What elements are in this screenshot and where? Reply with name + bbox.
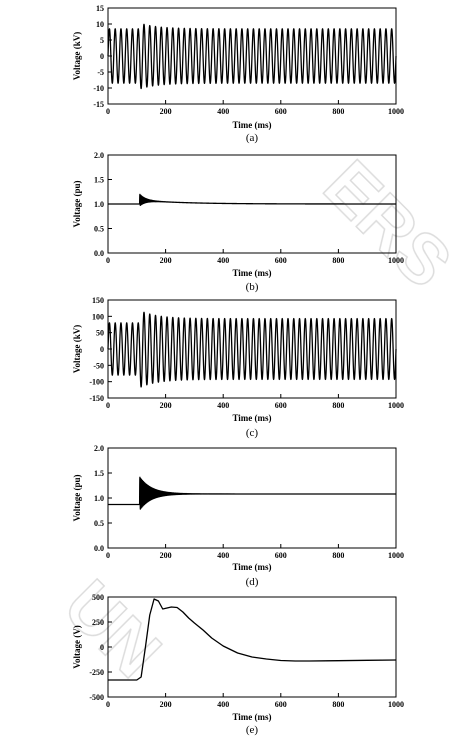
y-axis-label: Voltage (kV) (72, 325, 82, 373)
y-tick-label: 1.0 (94, 200, 104, 209)
series-line (107, 476, 397, 510)
x-tick-label: 200 (160, 107, 172, 116)
y-tick-label: 1.0 (94, 494, 104, 503)
series-line (107, 23, 397, 90)
y-tick-label: 15 (96, 4, 104, 13)
x-tick-label: 0 (106, 700, 110, 709)
panel-caption: (a) (246, 132, 259, 144)
y-tick-label: 150 (92, 296, 104, 305)
y-tick-label: 5 (100, 36, 104, 45)
panel-caption: (c) (246, 427, 259, 439)
x-tick-label: 0 (106, 256, 110, 265)
y-tick-label: 0.0 (94, 544, 104, 553)
x-tick-label: 600 (275, 107, 287, 116)
watermark-left: UN (49, 565, 176, 692)
watermark-right: ERS (309, 145, 466, 302)
x-tick-label: 800 (332, 107, 344, 116)
series-line (108, 598, 397, 681)
chart-a: 0 200 400 600 800 1000 -15 -10 -5 0 5 10 15 Time (ms)… (72, 4, 404, 144)
y-tick-label: -5 (97, 68, 104, 77)
series-line (107, 193, 397, 207)
x-tick-label: 0 (106, 107, 110, 116)
series-line (107, 311, 397, 388)
x-tick-label: 1000 (388, 700, 404, 709)
x-tick-label: 400 (217, 107, 229, 116)
y-tick-label: 250 (92, 618, 104, 627)
y-axis-label: Voltage (pu) (72, 475, 82, 522)
x-tick-label: 400 (217, 700, 229, 709)
y-axis-label: Voltage (kV) (72, 32, 82, 80)
y-tick-label: 100 (92, 312, 104, 321)
x-tick-label: 1000 (388, 551, 404, 560)
y-tick-label: 500 (92, 593, 104, 602)
y-tick-label: -150 (89, 394, 104, 403)
x-tick-label: 200 (160, 700, 172, 709)
chart-c: 0 200 400 600 800 1000 -150 -100 -50 0 50 100 150 Tim… (72, 296, 404, 439)
x-tick-label: 200 (160, 256, 172, 265)
x-tick-label: 200 (160, 551, 172, 560)
panel-caption: (e) (246, 724, 259, 736)
panel-caption: (d) (246, 576, 259, 588)
x-tick-label: 400 (217, 551, 229, 560)
y-tick-label: 1.5 (94, 469, 104, 478)
y-tick-label: -100 (89, 378, 104, 387)
y-tick-label: 0.5 (94, 225, 104, 234)
y-tick-label: 0 (100, 643, 104, 652)
y-tick-label: -10 (93, 84, 104, 93)
chart-b: 0 200 400 600 800 1000 0.0 0.5 1.0 1.5 2.0 Time (ms… (72, 151, 404, 293)
x-tick-label: 800 (332, 256, 344, 265)
x-tick-label: 800 (332, 700, 344, 709)
x-tick-label: 800 (332, 401, 344, 410)
x-tick-label: 400 (217, 401, 229, 410)
x-tick-label: 600 (275, 401, 287, 410)
x-axis-label: Time (ms) (232, 562, 271, 572)
y-tick-label: 2.0 (94, 151, 104, 160)
y-tick-label: 0.0 (94, 249, 104, 258)
y-axis-label: Voltage (V) (72, 625, 82, 668)
chart-e: 0 200 400 600 800 1000 -500 -250 0 250 500 Time (ms… (72, 593, 404, 736)
y-tick-label: -250 (89, 668, 104, 677)
x-tick-label: 0 (106, 551, 110, 560)
x-axis-label: Time (ms) (232, 268, 271, 278)
x-tick-label: 600 (275, 700, 287, 709)
y-tick-label: 0.5 (94, 519, 104, 528)
x-tick-label: 0 (106, 401, 110, 410)
x-tick-label: 400 (217, 256, 229, 265)
chart-d: 0 200 400 600 800 1000 0.0 0.5 1.0 1.5 2.0 Time (ms… (72, 444, 404, 588)
y-tick-label: -15 (93, 100, 104, 109)
x-tick-label: 1000 (388, 256, 404, 265)
x-tick-label: 600 (275, 256, 287, 265)
y-tick-label: 0 (100, 345, 104, 354)
y-tick-label: -50 (93, 361, 104, 370)
x-axis-label: Time (ms) (232, 712, 271, 722)
y-tick-label: 2.0 (94, 444, 104, 453)
x-tick-label: 1000 (388, 107, 404, 116)
y-tick-label: 50 (96, 329, 104, 338)
x-tick-label: 600 (275, 551, 287, 560)
x-axis-label: Time (ms) (232, 120, 271, 130)
y-tick-label: 1.5 (94, 176, 104, 185)
y-tick-label: 0 (100, 52, 104, 61)
x-axis-label: Time (ms) (232, 413, 271, 423)
x-tick-label: 200 (160, 401, 172, 410)
x-tick-label: 1000 (388, 401, 404, 410)
y-axis-label: Voltage (pu) (72, 181, 82, 228)
panel-caption: (b) (246, 281, 259, 293)
x-tick-label: 800 (332, 551, 344, 560)
y-tick-label: 10 (96, 20, 104, 29)
y-tick-label: -500 (89, 693, 104, 702)
